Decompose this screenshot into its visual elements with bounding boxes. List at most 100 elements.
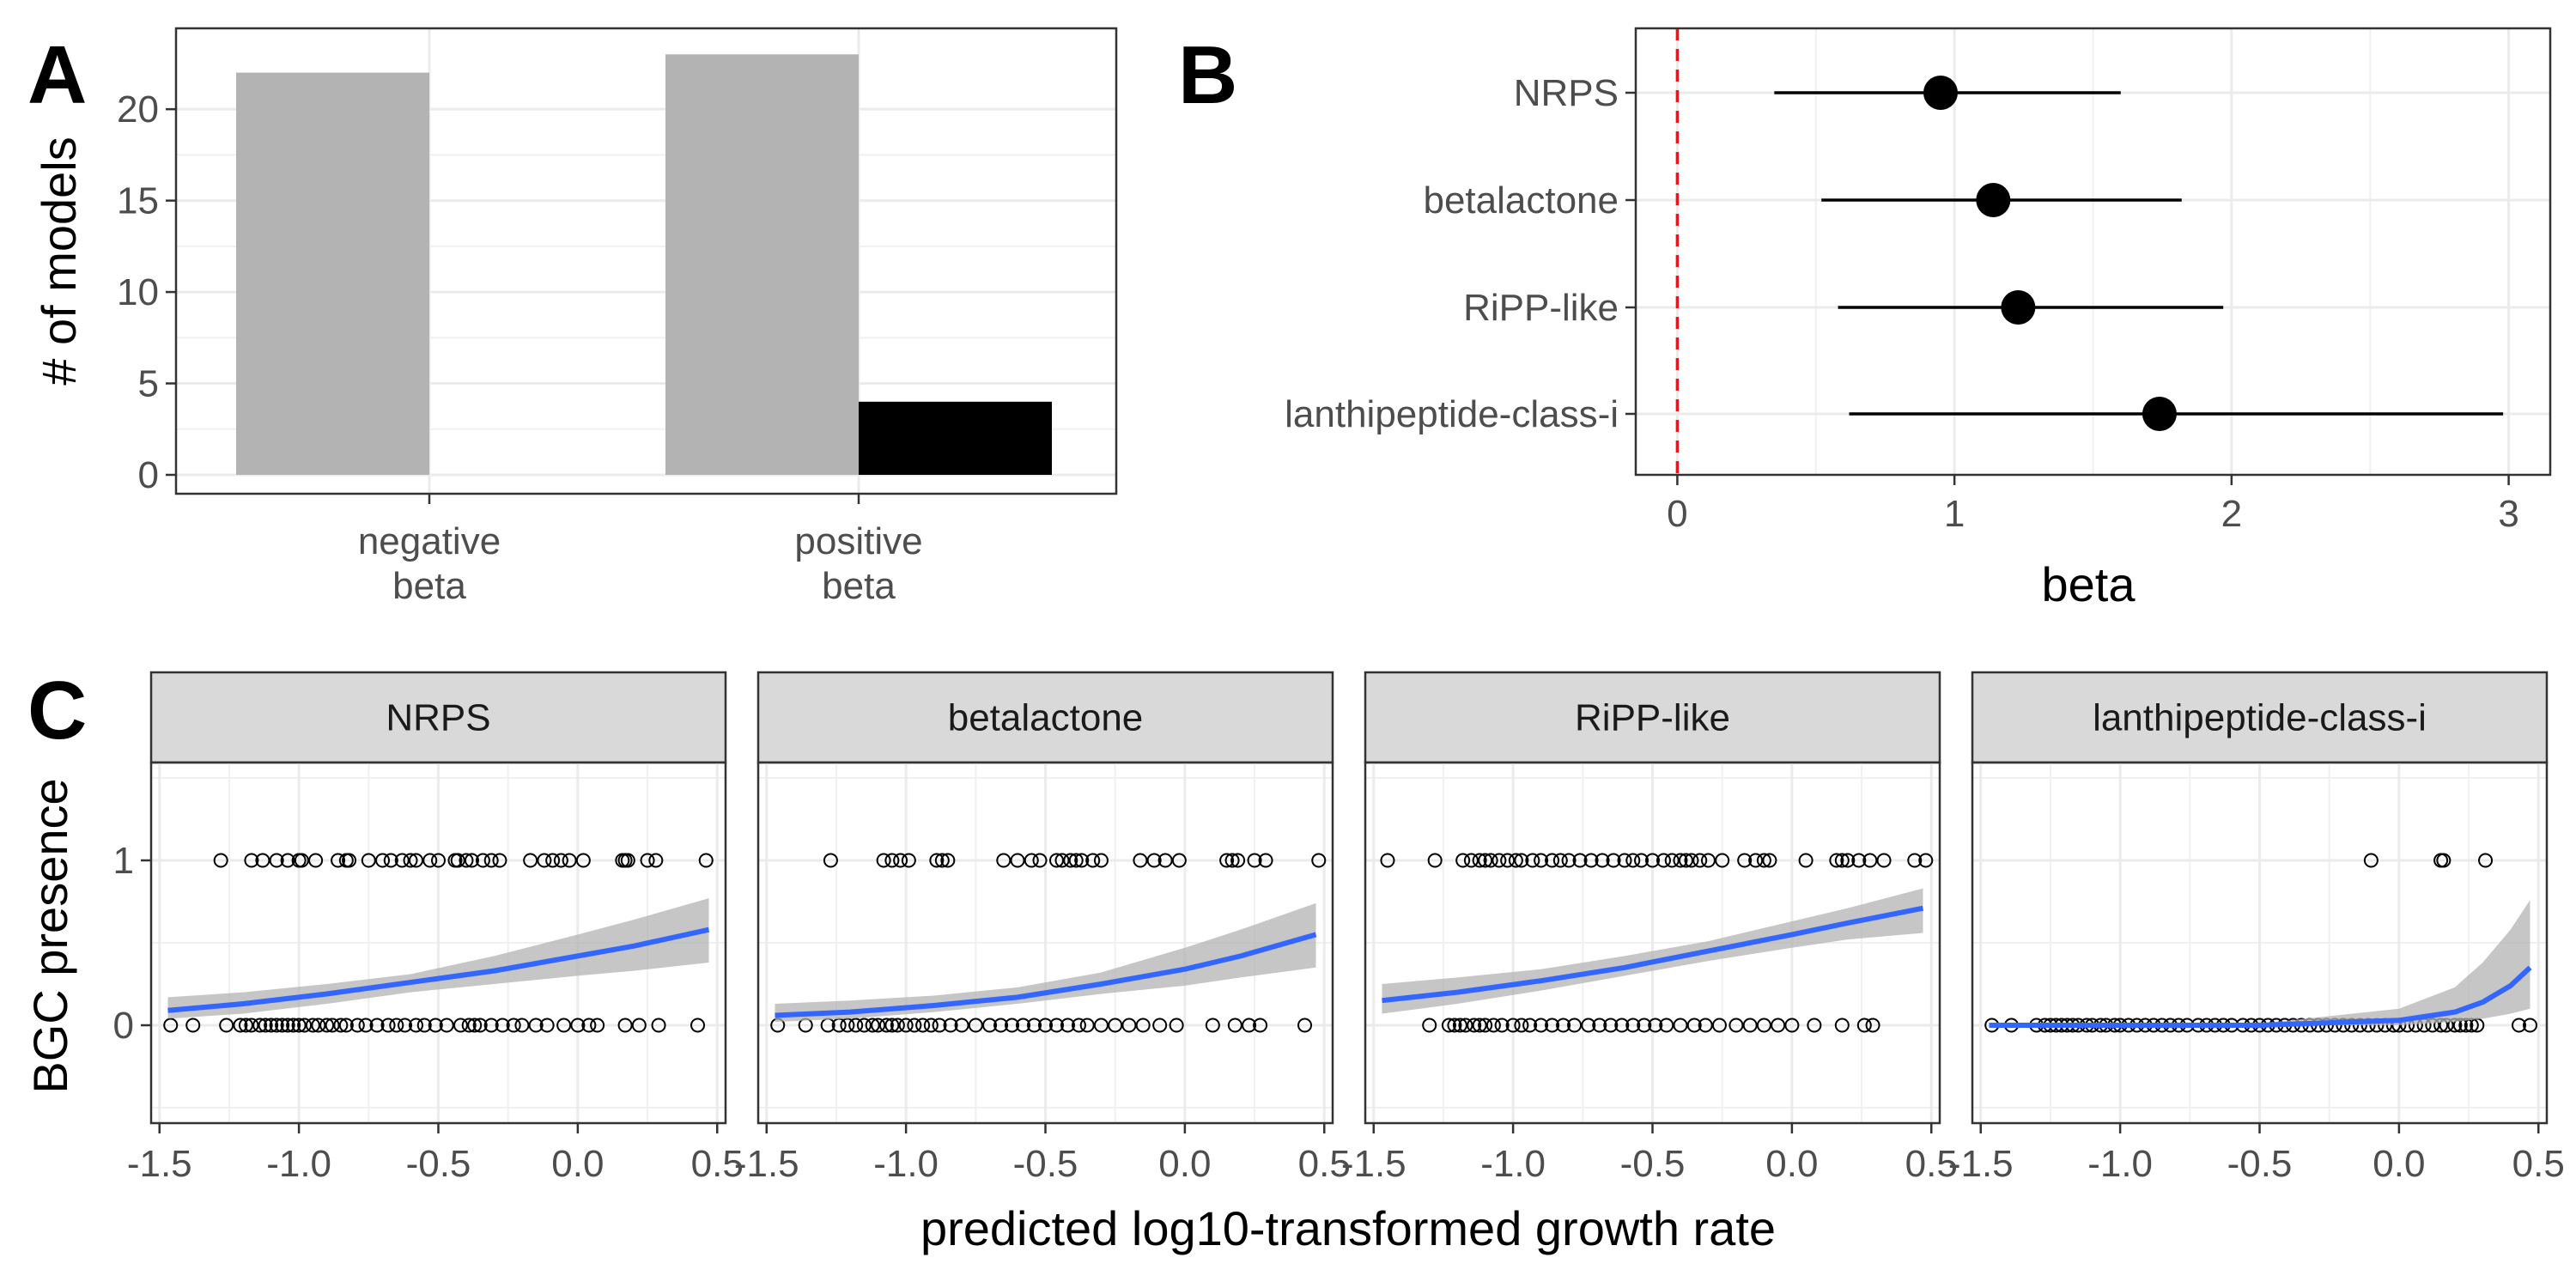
- data-point: [1205, 1018, 1220, 1033]
- data-point: [1093, 1018, 1109, 1033]
- panel-c-faceted-scatter: NRPS -1.5 -1.0 -0.5 0.0 0.5 0 1 betalactone -1.5 -…: [113, 671, 2565, 1185]
- data-point: [1247, 853, 1262, 868]
- data-point: [1742, 1018, 1758, 1033]
- data-point: [459, 853, 474, 868]
- data-point: [1171, 853, 1187, 868]
- data-point: [954, 1018, 969, 1033]
- data-point: [570, 1018, 586, 1033]
- y-tick-label: 1: [113, 840, 134, 882]
- data-point: [269, 853, 284, 868]
- data-point: [297, 1018, 313, 1033]
- x-tick-label: -1.0: [266, 1143, 331, 1185]
- data-point: [1918, 853, 1934, 868]
- data-point: [934, 853, 950, 868]
- x-tick-label: 0.5: [2512, 1143, 2565, 1185]
- data-point: [1032, 853, 1048, 868]
- panel-b-ticks: NRPS betalactone RiPP-like lanthipeptide-cl…: [1285, 72, 2519, 535]
- data-point: [1447, 1018, 1462, 1033]
- data-point: [640, 853, 655, 868]
- x-tick-label: 0.5: [1298, 1143, 1351, 1185]
- data-point: [1441, 1018, 1456, 1033]
- data-point: [996, 853, 1012, 868]
- data-point: [698, 853, 714, 868]
- data-point: [439, 1018, 454, 1033]
- panel-b-border: [1634, 27, 2552, 477]
- panel-c-x-axis-title: predicted log10-transformed growth rate: [920, 1201, 1776, 1255]
- data-point: [545, 853, 561, 868]
- data-point: [1085, 853, 1101, 868]
- data-point: [932, 1018, 947, 1033]
- data-point: [514, 1018, 530, 1033]
- data-point: [1603, 1018, 1619, 1033]
- fit-line: [1382, 905, 1924, 1004]
- data-point: [280, 853, 295, 868]
- data-point: [213, 853, 228, 868]
- data-point: [416, 1018, 432, 1033]
- data-point: [1807, 1018, 1822, 1033]
- data-point: [907, 1018, 922, 1033]
- data-point: [319, 1018, 335, 1033]
- data-point: [342, 853, 357, 868]
- data-point: [1856, 1018, 1872, 1033]
- data-point: [865, 1018, 880, 1033]
- data-point: [2436, 853, 2451, 868]
- data-point: [409, 853, 424, 868]
- facet-strip-label: NRPS: [386, 697, 490, 739]
- data-point: [311, 1018, 326, 1033]
- estimate-point: [1976, 183, 2011, 217]
- facet-strip-label: betalactone: [948, 697, 1144, 739]
- data-point: [1135, 1018, 1151, 1033]
- x-tick-label: -0.5: [2227, 1143, 2293, 1185]
- data-point: [1063, 853, 1078, 868]
- data-point: [982, 1018, 998, 1033]
- data-point: [252, 1018, 268, 1033]
- data-point: [1048, 853, 1064, 868]
- data-point: [1634, 853, 1649, 868]
- data-point: [1108, 1018, 1123, 1033]
- data-point: [338, 1018, 354, 1033]
- x-tick-label: positive beta: [794, 520, 922, 607]
- data-point: [1840, 853, 1856, 868]
- data-point: [1545, 853, 1560, 868]
- data-point: [291, 1018, 307, 1033]
- data-point: [1010, 853, 1025, 868]
- data-point: [690, 1018, 706, 1033]
- data-point: [581, 1018, 597, 1033]
- x-tick-label: 0.0: [2372, 1143, 2425, 1185]
- bar: [236, 72, 429, 475]
- data-point: [475, 853, 490, 868]
- data-point: [369, 1018, 385, 1033]
- panel-b-x-axis-title: beta: [2042, 557, 2136, 611]
- data-point: [1625, 1018, 1641, 1033]
- x-tick-label: -1.0: [873, 1143, 939, 1185]
- data-point: [1427, 853, 1443, 868]
- data-point: [219, 1018, 234, 1033]
- data-point: [1756, 1018, 1771, 1033]
- data-point: [1522, 1018, 1538, 1033]
- data-point: [1834, 1018, 1850, 1033]
- estimate-point: [1923, 76, 1958, 110]
- data-point: [1762, 853, 1777, 868]
- x-tick-label: -1.5: [1948, 1143, 2014, 1185]
- data-point: [871, 1018, 886, 1033]
- data-point: [1525, 853, 1540, 868]
- y-tick-label: RiPP-like: [1463, 287, 1619, 329]
- bar: [665, 54, 859, 476]
- data-point: [562, 853, 577, 868]
- data-point: [1508, 853, 1523, 868]
- data-point: [286, 1018, 301, 1033]
- fit-line: [167, 927, 710, 1013]
- data-point: [450, 853, 465, 868]
- facet-strip: [1364, 671, 1941, 764]
- data-point: [1625, 853, 1641, 868]
- data-point: [1728, 1018, 1744, 1033]
- data-point: [1024, 853, 1039, 868]
- facet-NRPS: NRPS -1.5 -1.0 -0.5 0.0 0.5 0 1: [113, 671, 744, 1185]
- data-point: [244, 853, 259, 868]
- data-point: [1556, 1018, 1571, 1033]
- data-point: [389, 1018, 404, 1033]
- data-point: [1834, 853, 1850, 868]
- data-point: [2512, 1018, 2527, 1033]
- y-tick-label: 20: [117, 88, 159, 131]
